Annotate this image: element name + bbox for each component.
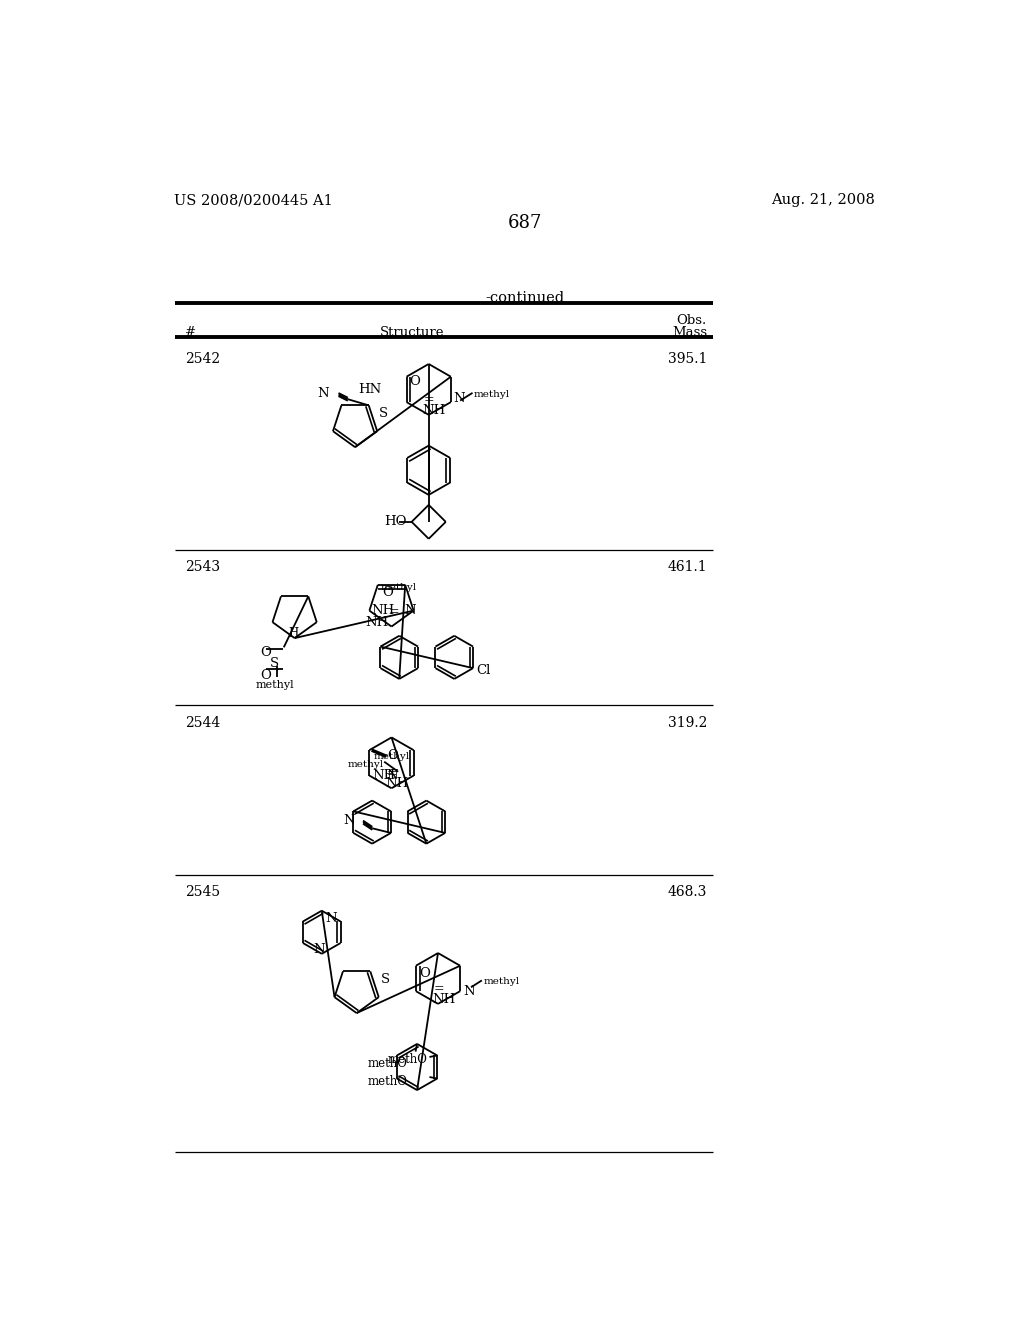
Text: S: S — [379, 408, 388, 420]
Text: N: N — [404, 605, 416, 618]
Text: 319.2: 319.2 — [668, 715, 707, 730]
Text: =: = — [424, 393, 434, 407]
Text: S: S — [270, 656, 279, 669]
Text: methO: methO — [368, 1057, 408, 1071]
Text: methO: methO — [388, 1053, 428, 1067]
Text: O: O — [260, 645, 271, 659]
Text: 468.3: 468.3 — [668, 886, 707, 899]
Text: 687: 687 — [508, 214, 542, 232]
Text: 2543: 2543 — [185, 561, 220, 574]
Text: O: O — [410, 375, 421, 388]
Text: HN: HN — [358, 383, 381, 396]
Text: Aug. 21, 2008: Aug. 21, 2008 — [771, 193, 876, 207]
Text: =: = — [388, 605, 399, 618]
Text: NH: NH — [373, 770, 395, 783]
Text: 461.1: 461.1 — [668, 561, 707, 574]
Text: =: = — [433, 982, 444, 995]
Text: methyl: methyl — [373, 751, 410, 760]
Text: N: N — [386, 770, 398, 783]
Text: O: O — [260, 669, 271, 682]
Text: N: N — [325, 912, 337, 925]
Text: NH: NH — [366, 615, 388, 628]
Text: methyl: methyl — [381, 583, 417, 593]
Text: 2542: 2542 — [185, 352, 220, 367]
Text: -continued: -continued — [485, 290, 564, 305]
Text: N: N — [344, 814, 355, 828]
Text: O: O — [382, 586, 393, 599]
Text: Structure: Structure — [380, 326, 444, 339]
Text: HO: HO — [385, 515, 407, 528]
Text: Cl: Cl — [476, 664, 490, 677]
Text: NH: NH — [423, 404, 445, 417]
Text: methyl: methyl — [348, 760, 384, 770]
Text: methyl: methyl — [474, 389, 510, 399]
Text: O: O — [387, 748, 398, 762]
Text: N: N — [317, 387, 330, 400]
Text: US 2008/0200445 A1: US 2008/0200445 A1 — [174, 193, 333, 207]
Text: O: O — [419, 968, 430, 981]
Text: methyl: methyl — [255, 680, 294, 689]
Text: NH: NH — [385, 777, 409, 791]
Text: N: N — [454, 392, 465, 405]
Text: =: = — [387, 767, 397, 780]
Text: NH: NH — [432, 993, 455, 1006]
Text: #: # — [185, 326, 197, 339]
Text: Mass: Mass — [672, 326, 707, 339]
Text: H: H — [288, 627, 298, 640]
Text: methyl: methyl — [483, 977, 519, 986]
Text: S: S — [381, 973, 390, 986]
Text: 2545: 2545 — [185, 886, 220, 899]
Text: Obs.: Obs. — [677, 314, 707, 327]
Text: N: N — [313, 942, 325, 956]
Text: 2544: 2544 — [185, 715, 220, 730]
Text: 395.1: 395.1 — [668, 352, 707, 367]
Text: methO: methO — [368, 1076, 408, 1089]
Text: N: N — [463, 985, 475, 998]
Text: NH: NH — [372, 605, 395, 618]
